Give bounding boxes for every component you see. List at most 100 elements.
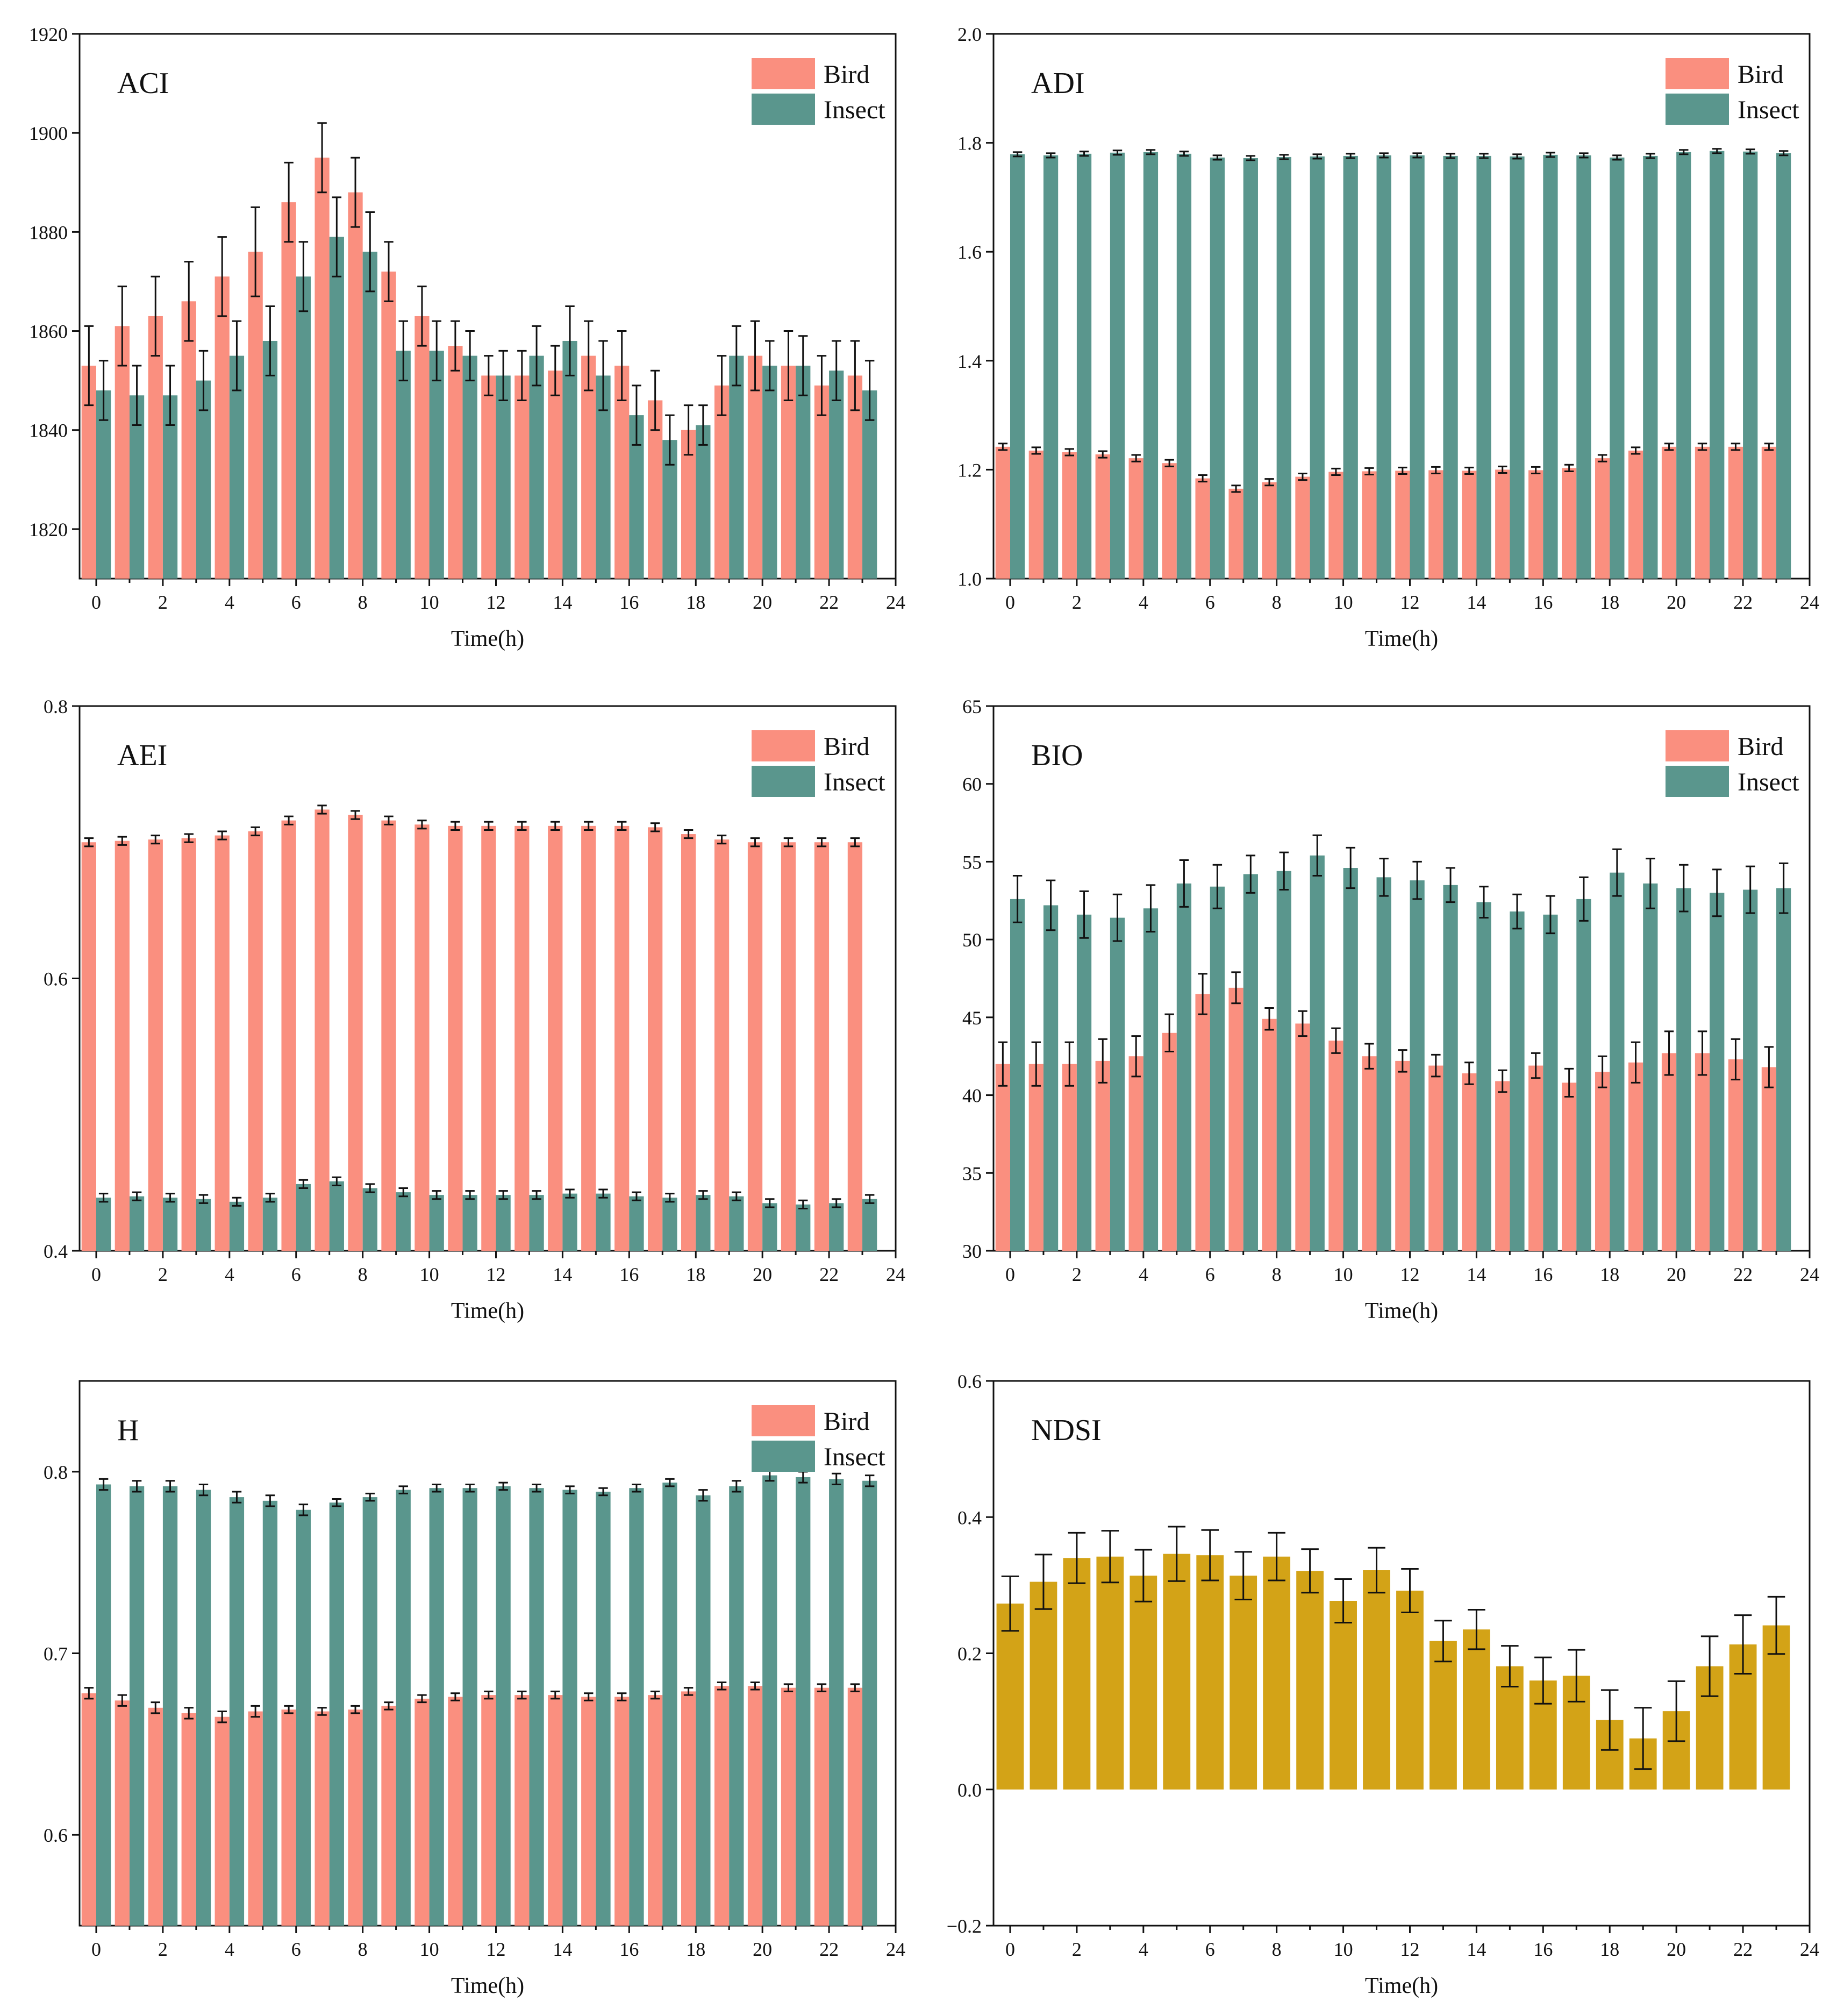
bar-insect-22 bbox=[829, 1203, 844, 1251]
x-tick-label: 2 bbox=[158, 592, 168, 613]
bar-ndsi-0 bbox=[996, 1604, 1024, 1790]
y-tick-label: 0.6 bbox=[44, 1825, 68, 1846]
bar-insect-21 bbox=[1710, 893, 1725, 1251]
bar-bird-5 bbox=[1162, 463, 1177, 579]
bar-bird-10 bbox=[414, 316, 430, 579]
legend-label-bird: Bird bbox=[824, 1407, 869, 1436]
y-tick-label: −0.2 bbox=[947, 1915, 982, 1937]
y-tick-label: 1.6 bbox=[957, 241, 982, 263]
y-tick-label: 30 bbox=[962, 1241, 982, 1262]
bar-insect-17 bbox=[662, 1198, 677, 1251]
bar-insect-3 bbox=[196, 1490, 211, 1926]
bar-bird-3 bbox=[1095, 454, 1110, 579]
series-bird bbox=[81, 122, 863, 579]
bar-bird-17 bbox=[648, 1695, 663, 1926]
bar-insect-15 bbox=[596, 1193, 611, 1251]
legend-swatch-bird bbox=[752, 58, 815, 89]
legend-label-insect: Insect bbox=[1738, 768, 1799, 796]
x-tick-label: 14 bbox=[553, 1264, 572, 1285]
bar-bird-15 bbox=[581, 355, 596, 579]
x-tick-label: 6 bbox=[1205, 1264, 1215, 1285]
bar-bird-5 bbox=[248, 252, 263, 579]
legend-swatch-bird bbox=[752, 1405, 815, 1436]
bar-insect-2 bbox=[162, 1198, 178, 1251]
bar-insect-4 bbox=[229, 355, 245, 579]
x-tick-label: 20 bbox=[1667, 1939, 1686, 1960]
x-tick-label: 22 bbox=[1733, 1939, 1753, 1960]
bar-bird-12 bbox=[1395, 471, 1410, 579]
bar-bird-0 bbox=[81, 842, 96, 1251]
bar-bird-9 bbox=[1295, 476, 1310, 579]
x-tick-label: 10 bbox=[420, 1939, 439, 1960]
bar-insect-20 bbox=[1676, 152, 1691, 579]
x-tick-label: 4 bbox=[1139, 1264, 1148, 1285]
bar-bird-15 bbox=[581, 1697, 596, 1926]
bar-bird-2 bbox=[1062, 1064, 1077, 1251]
y-tick-label: 1840 bbox=[29, 420, 68, 441]
bar-bird-6 bbox=[281, 1709, 296, 1926]
bar-bird-21 bbox=[781, 366, 796, 579]
legend-label-insect: Insect bbox=[824, 96, 885, 124]
bar-bird-16 bbox=[1528, 470, 1543, 579]
bar-insect-6 bbox=[1210, 157, 1225, 579]
x-tick-label: 12 bbox=[486, 1939, 505, 1960]
bar-bird-9 bbox=[381, 820, 396, 1251]
bar-insect-19 bbox=[729, 1486, 744, 1926]
bar-ndsi-6 bbox=[1196, 1555, 1224, 1790]
x-axis-label: Time(h) bbox=[451, 1974, 524, 1998]
y-tick-label: 1920 bbox=[29, 24, 68, 45]
bar-bird-8 bbox=[348, 815, 363, 1251]
bar-bird-9 bbox=[1295, 1023, 1310, 1251]
x-tick-label: 22 bbox=[1733, 1264, 1753, 1285]
bar-bird-11 bbox=[448, 346, 463, 579]
bar-insect-21 bbox=[796, 1204, 811, 1251]
bar-bird-8 bbox=[1262, 1018, 1277, 1251]
bar-bird-23 bbox=[847, 1687, 863, 1926]
bar-insect-18 bbox=[696, 1495, 711, 1926]
bar-insect-13 bbox=[529, 355, 544, 579]
bar-insect-18 bbox=[696, 425, 711, 579]
bar-insect-7 bbox=[329, 1502, 344, 1926]
series-bird bbox=[995, 971, 1777, 1251]
bar-ndsi-9 bbox=[1296, 1571, 1324, 1790]
bar-insect-1 bbox=[129, 1486, 145, 1926]
bar-bird-15 bbox=[1495, 1081, 1510, 1251]
bar-insect-8 bbox=[1276, 156, 1291, 579]
bar-bird-19 bbox=[714, 1686, 730, 1926]
bar-bird-21 bbox=[1695, 446, 1710, 579]
bar-insect-4 bbox=[229, 1497, 245, 1926]
legend-swatch-insect bbox=[752, 94, 815, 125]
bar-insect-4 bbox=[1143, 908, 1159, 1251]
bar-insect-22 bbox=[829, 1479, 844, 1926]
y-tick-label: 0.0 bbox=[957, 1779, 982, 1801]
x-tick-label: 18 bbox=[686, 592, 705, 613]
x-axis-label: Time(h) bbox=[451, 1299, 524, 1323]
legend-label-bird: Bird bbox=[1738, 60, 1783, 89]
bar-insect-9 bbox=[396, 351, 411, 579]
bar-bird-14 bbox=[548, 1695, 563, 1926]
bar-insect-5 bbox=[1176, 883, 1192, 1251]
bar-bird-1 bbox=[1028, 1064, 1043, 1251]
bar-bird-2 bbox=[148, 316, 163, 579]
bar-bird-20 bbox=[1661, 1053, 1677, 1251]
x-tick-label: 16 bbox=[619, 1264, 639, 1285]
bar-insect-8 bbox=[362, 1497, 377, 1926]
bar-insect-10 bbox=[429, 1488, 444, 1926]
bar-insect-20 bbox=[762, 1203, 777, 1251]
bar-bird-8 bbox=[1262, 482, 1277, 579]
bar-bird-13 bbox=[514, 825, 530, 1251]
bar-bird-17 bbox=[1562, 468, 1577, 579]
panel-adi: 1.01.21.41.61.82.00 2 4 6 8 10 12 14 16 18 20 22 24T… bbox=[957, 24, 1819, 651]
x-tick-label: 24 bbox=[886, 592, 905, 613]
bar-insect-16 bbox=[629, 1488, 644, 1926]
bar-insect-22 bbox=[1743, 151, 1758, 579]
x-tick-label: 16 bbox=[619, 1939, 639, 1960]
y-tick-label: 1900 bbox=[29, 123, 68, 144]
bar-insect-3 bbox=[1110, 152, 1125, 579]
series-insect bbox=[96, 196, 877, 579]
bar-insect-10 bbox=[1343, 868, 1358, 1251]
x-tick-label: 10 bbox=[1334, 1939, 1353, 1960]
x-tick-label: 18 bbox=[686, 1264, 705, 1285]
x-tick-label: 0 bbox=[1005, 1939, 1015, 1960]
bar-bird-20 bbox=[747, 1686, 763, 1926]
